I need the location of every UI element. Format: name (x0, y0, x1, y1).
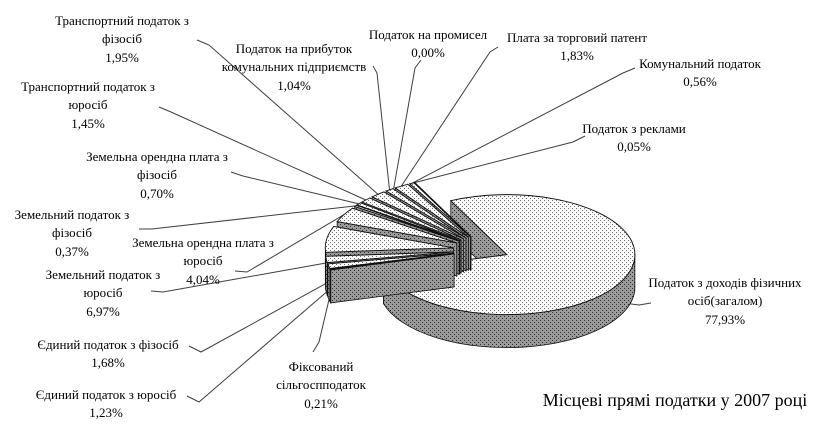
slice-label-zemelnyi-fizosib: Земельний податок з фізосіб 0,37% (0, 206, 150, 261)
slice-value-text: 4,04% (186, 271, 220, 287)
leader-line-transportnyi-fizosib (196, 39, 379, 195)
slice-label-zemelna-orenda-fizosib: Земельна орендна плата з фізосіб 0,70% (65, 148, 250, 203)
leader-line-transportnyi-yurosib (158, 106, 367, 201)
leader-line-yedynyi-fizosib (188, 282, 327, 353)
leader-line-zemelna-orenda-fizosib (230, 171, 360, 205)
slice-label-torhovyi-patent: Плата за торговий патент 1,83% (487, 29, 667, 66)
slice-label-prybutok-komunalnykh: Податок на прибуток комунальних підприєм… (199, 40, 389, 95)
leader-line-zemelnyi-yurosib (150, 262, 327, 293)
slice-label-text: Податок на промисел (368, 27, 488, 42)
slice-label-text: Єдиний податок з юросіб (35, 387, 177, 402)
slice-label-text: Земельний податок з фізосіб (14, 207, 130, 241)
slice-label-text: Плата за торговий патент (506, 30, 648, 45)
slice-value-text: 0,56% (683, 74, 717, 90)
slice-value-text: 0,00% (411, 45, 445, 61)
slice-value-text: 1,95% (105, 49, 139, 65)
slice-value-text: 1,45% (71, 115, 105, 131)
leader-line-podatok-z-reklamy (414, 135, 586, 184)
leader-line-fiksovanyi-silhosp (312, 293, 331, 353)
slice-label-yedynyi-yurosib: Єдиний податок з юросіб 1,23% (9, 386, 204, 423)
slice-value-text: 0,70% (140, 185, 174, 201)
slice-label-transportnyi-yurosib: Транспортний податок з юросіб 1,45% (1, 78, 176, 133)
slice-label-text: Земельний податок з юросіб (45, 267, 161, 301)
leader-line-torhovyi-patent (400, 46, 499, 187)
slice-value-text: 6,97% (86, 303, 120, 319)
slice-value-text: 1,23% (89, 405, 123, 421)
leader-line-zemelnyi-fizosib (139, 205, 356, 230)
slice-value-text: 0,05% (617, 139, 651, 155)
slice-label-text: Транспортний податок з юросіб (21, 79, 155, 113)
slice-label-promysel: Податок на промисел 0,00% (343, 26, 513, 63)
slice-label-text: Податок з реклами (582, 121, 686, 136)
slice-label-zemelnyi-yurosib: Земельний податок з юросіб 6,97% (18, 266, 188, 321)
slice-value-text: 0,37% (55, 243, 89, 259)
slice-label-text: Єдиний податок з фізосіб (37, 337, 179, 352)
leader-line-promysel (393, 59, 422, 189)
slice-label-text: Земельна орендна плата з фізосіб (86, 149, 228, 183)
slice-label-podatok-z-reklamy: Податок з реклами 0,05% (557, 120, 712, 157)
slice-label-yedynyi-fizosib: Єдиний податок з фізосіб 1,68% (11, 336, 206, 373)
slice-label-text: Фіксований сільгоспподаток (276, 359, 366, 393)
slice-label-text: Податок з доходів фізичних осіб(загалом) (648, 275, 802, 309)
leader-line-zemelna-orenda-yurosib (234, 214, 345, 273)
slice-value-text: 1,04% (277, 77, 311, 93)
slice-label-dohody-fizosib: Податок з доходів фізичних осіб(загалом)… (635, 274, 815, 329)
slice-label-text: Земельна орендна плата з юросіб (132, 235, 274, 269)
slice-value-text: 1,83% (560, 48, 594, 64)
slice-label-fiksovanyi-silhosp: Фіксований сільгоспподаток 0,21% (244, 358, 399, 413)
leader-lines (139, 39, 652, 403)
leader-line-komunalnyi-podatok (411, 67, 636, 184)
slice-value-text: 0,21% (304, 395, 338, 411)
pie-wedges (324, 181, 636, 349)
slice-label-zemelna-orenda-yurosib: Земельна орендна плата з юросіб 4,04% (106, 234, 301, 289)
slice-label-text: Комунальний податок (639, 56, 761, 71)
leader-line-yedynyi-yurosib (186, 289, 330, 403)
slice-label-text: Транспортний податок з фізосіб (55, 13, 189, 47)
pie-wedge-fiksovanyi-silhosp (329, 253, 455, 305)
leader-line-prybutok-komunalnykh (372, 65, 390, 190)
slice-label-text: Податок на прибуток комунальних підприєм… (221, 41, 367, 75)
slice-label-transportnyi-fizosib: Транспортний податок з фізосіб 1,95% (32, 12, 212, 67)
chart-title: Місцеві прямі податки у 2007 році (542, 390, 808, 410)
slice-label-komunalnyi-podatok: Комунальний податок 0,56% (615, 55, 785, 92)
slice-value-text: 77,93% (704, 311, 746, 327)
slice-value-text: 1,68% (91, 355, 125, 371)
